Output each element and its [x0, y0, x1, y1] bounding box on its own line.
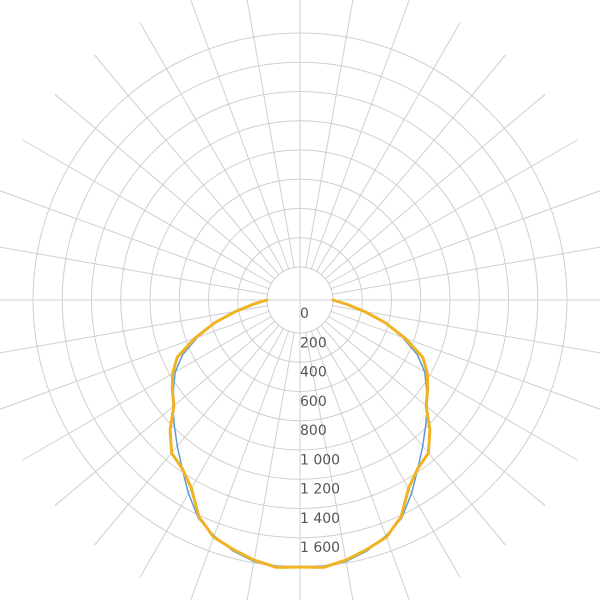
grid-spoke-230 — [54, 93, 276, 280]
radial-tick-label-0: 0 — [300, 306, 309, 322]
grid-spoke-10 — [305, 332, 354, 600]
grid-spoke-110 — [330, 190, 600, 290]
grid-spoke-310 — [54, 320, 276, 507]
grid-spoke-220 — [93, 54, 280, 276]
grid-spoke-210 — [139, 22, 284, 272]
radial-tick-label-6: 1 200 — [300, 482, 340, 498]
radial-tick-label-5: 1 000 — [300, 452, 340, 468]
grid-spoke-250 — [0, 190, 270, 290]
radial-tick-label-3: 600 — [300, 394, 327, 410]
grid-spoke-70 — [330, 310, 600, 410]
grid-spoke-20 — [310, 330, 410, 600]
grid-spoke-240 — [22, 139, 272, 284]
grid-spoke-200 — [190, 0, 290, 270]
radial-tick-label-1: 200 — [300, 335, 327, 351]
series-group — [168, 298, 432, 569]
grid-spoke-60 — [328, 316, 578, 461]
grid-spoke-330 — [139, 328, 284, 578]
grid-spoke-140 — [320, 54, 507, 276]
radial-tick-labels: 0 200 400 600 800 1 000 1 200 1 400 1 600 — [300, 306, 340, 556]
grid-spoke-280 — [0, 305, 268, 354]
grid-spoke-300 — [22, 316, 272, 461]
series-line-1 — [168, 298, 432, 569]
grid-spoke-40 — [320, 324, 507, 546]
grid-spoke-150 — [316, 22, 461, 272]
grid-spoke-190 — [246, 0, 295, 268]
grid-spoke-120 — [328, 139, 578, 284]
grid-spoke-130 — [324, 93, 546, 280]
radial-tick-label-4: 800 — [300, 423, 327, 439]
grid-spoke-260 — [0, 246, 268, 295]
grid-spoke-160 — [310, 0, 410, 270]
grid-spoke-30 — [316, 328, 461, 578]
grid-spoke-170 — [305, 0, 354, 268]
radial-tick-label-8: 1 600 — [300, 540, 340, 556]
grid-spoke-320 — [93, 324, 280, 546]
grid-spoke-80 — [332, 305, 600, 354]
grid-spoke-340 — [190, 330, 290, 600]
grid-spoke-100 — [332, 246, 600, 295]
grid-spoke-350 — [246, 332, 295, 600]
grid-spoke-290 — [0, 310, 270, 410]
radial-tick-label-7: 1 400 — [300, 511, 340, 527]
grid-spoke-50 — [324, 320, 546, 507]
radial-tick-label-2: 400 — [300, 365, 327, 381]
